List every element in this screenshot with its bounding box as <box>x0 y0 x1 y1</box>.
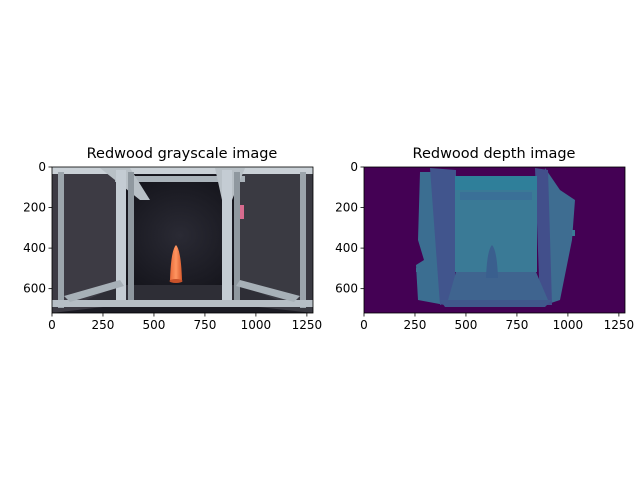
right-y-axis: 0 200 400 600 <box>335 160 364 296</box>
x-tick-label: 0 <box>48 318 56 332</box>
y-tick-label: 600 <box>23 282 46 296</box>
right-axes-frame <box>363 166 626 314</box>
right-panel-title: Redwood depth image <box>413 146 576 162</box>
y-tick-label: 400 <box>23 241 46 255</box>
left-x-axis: 0 250 500 750 1000 1250 <box>48 313 322 332</box>
x-tick-label: 1000 <box>553 318 584 332</box>
x-tick-label: 1250 <box>292 318 323 332</box>
x-tick-label: 250 <box>404 318 427 332</box>
cone-depth-silhouette <box>486 245 498 278</box>
left-panel: Redwood grayscale image <box>23 146 322 332</box>
y-tick-label: 0 <box>38 160 46 174</box>
x-tick-label: 750 <box>505 318 528 332</box>
x-tick-label: 750 <box>193 318 216 332</box>
right-x-axis: 0 250 500 750 1000 1250 <box>360 313 634 332</box>
y-tick-label: 600 <box>335 282 358 296</box>
right-panel: Redwood depth image 0 250 500 750 10 <box>335 146 634 332</box>
left-axes-frame <box>51 166 314 314</box>
x-tick-label: 500 <box>143 318 166 332</box>
y-tick-label: 200 <box>23 201 46 215</box>
right-depth-map <box>364 167 625 313</box>
x-tick-label: 250 <box>92 318 115 332</box>
left-panel-title: Redwood grayscale image <box>87 146 278 162</box>
y-tick-label: 400 <box>335 241 358 255</box>
left-y-axis: 0 200 400 600 <box>23 160 52 296</box>
x-tick-label: 1000 <box>241 318 272 332</box>
y-tick-label: 200 <box>335 201 358 215</box>
left-photo <box>52 167 313 313</box>
x-tick-label: 1250 <box>604 318 635 332</box>
y-tick-label: 0 <box>350 160 358 174</box>
orange-cone <box>169 245 183 283</box>
x-tick-label: 500 <box>455 318 478 332</box>
x-tick-label: 0 <box>360 318 368 332</box>
